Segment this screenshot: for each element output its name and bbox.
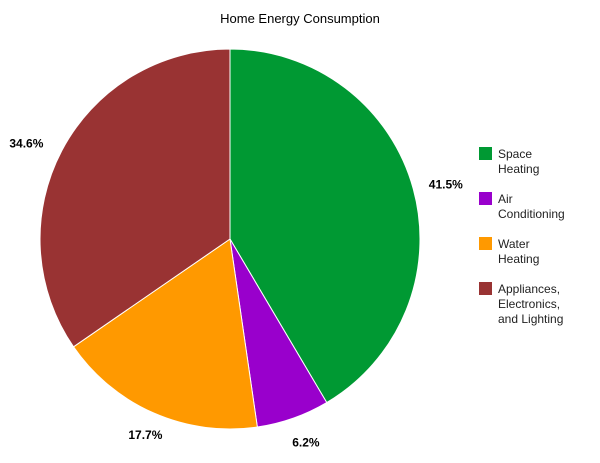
legend-label-appliances-electronics-and-lighting: Appliances, Electronics, and Lighting xyxy=(498,282,563,326)
value-label-air-conditioning: 6.2% xyxy=(292,436,320,450)
pie-slices xyxy=(39,48,421,430)
legend-swatch-appliances-electronics-and-lighting xyxy=(479,282,492,295)
legend-swatch-air-conditioning xyxy=(479,192,492,205)
pie-slice-appliances-electronics-and-lighting xyxy=(39,48,231,348)
legend-swatch-water-heating xyxy=(479,237,492,250)
chart-title: Home Energy Consumption xyxy=(220,11,380,26)
value-label-space-heating: 41.5% xyxy=(429,177,463,191)
legend-swatch-space-heating xyxy=(479,147,492,160)
legend: Space Heating Air Conditioning Water Heating A… xyxy=(479,147,565,326)
value-label-water-heating: 17.7% xyxy=(128,428,162,442)
value-label-appliances-electronics-and-lighting: 34.6% xyxy=(9,136,43,150)
legend-label-space-heating: Space Heating xyxy=(498,147,539,176)
pie-slice-water-heating xyxy=(72,238,258,430)
legend-label-water-heating: Water Heating xyxy=(498,237,539,266)
legend-label-air-conditioning: Air Conditioning xyxy=(498,192,565,221)
pie-value-labels: 41.5% 6.2% 17.7% 34.6% xyxy=(9,136,463,449)
pie-slice-space-heating xyxy=(229,48,421,404)
